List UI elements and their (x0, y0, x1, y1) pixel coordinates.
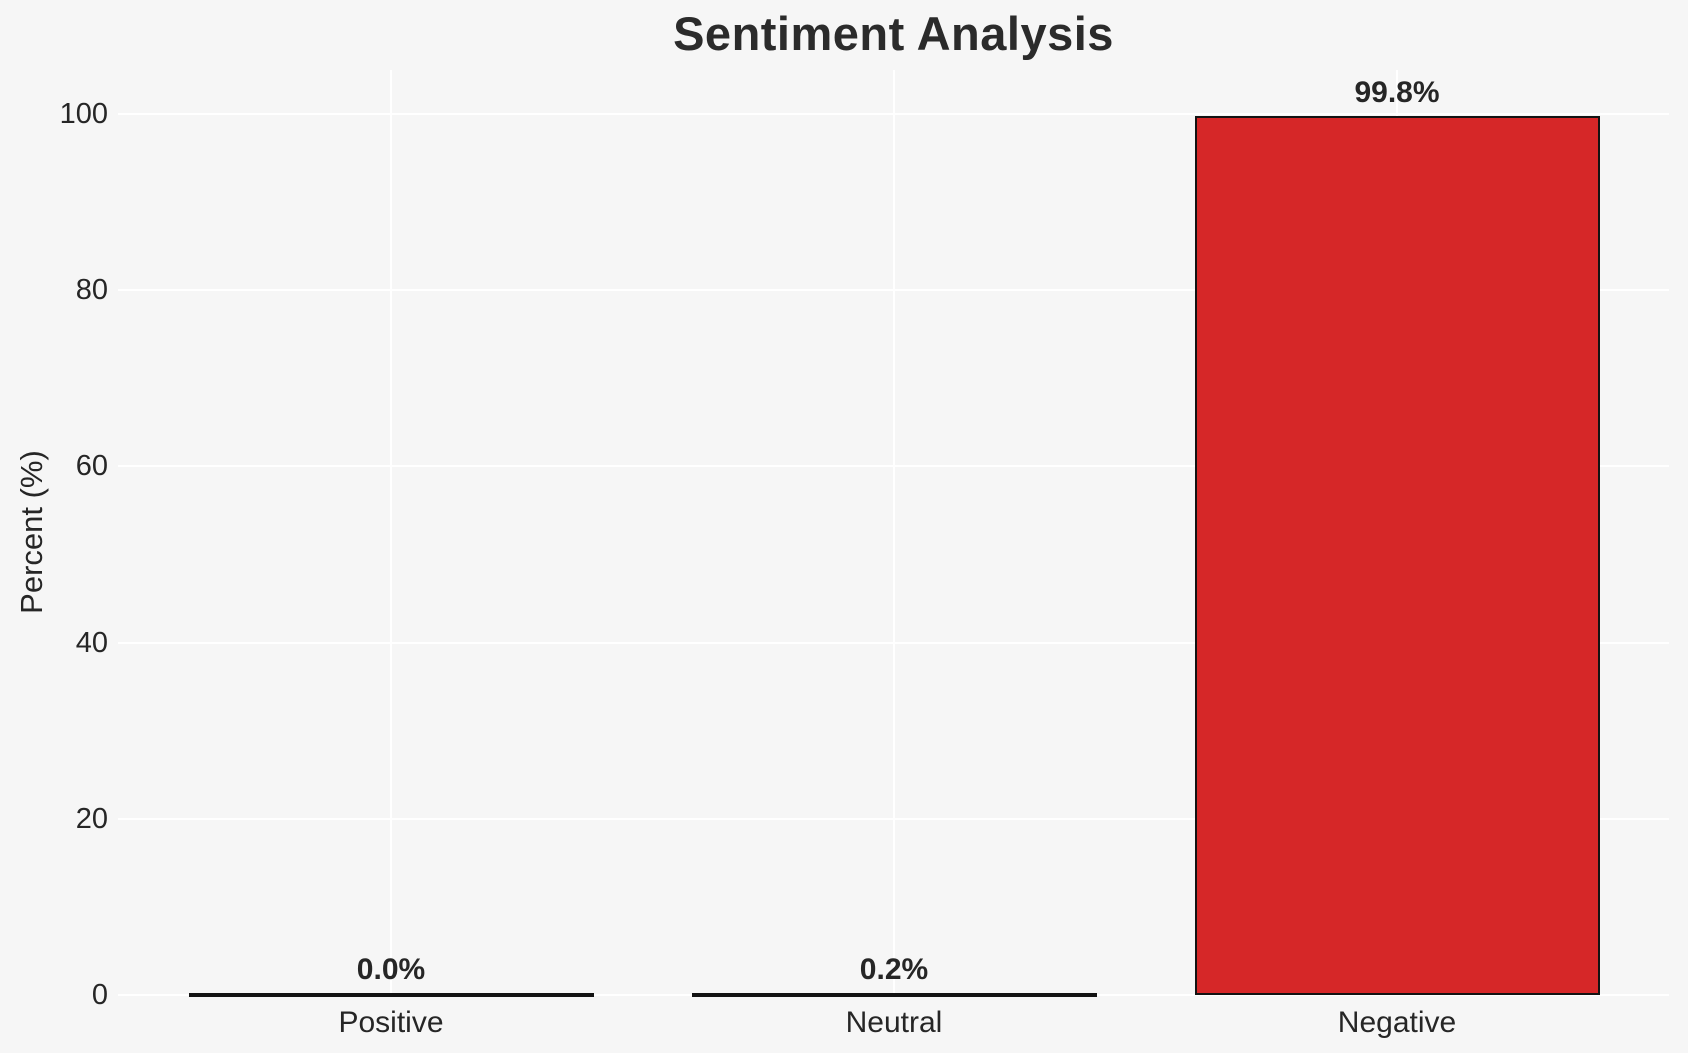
v-gridline-positive (390, 69, 392, 995)
bar-value-label-positive: 0.0% (356, 952, 426, 986)
y-tick-label-60: 60 (75, 450, 108, 483)
y-tick-label-20: 20 (75, 802, 108, 835)
v-gridline-neutral (893, 69, 895, 995)
x-tick-label-positive: Positive (338, 1006, 444, 1039)
bar-positive (188, 992, 594, 997)
x-tick-label-neutral: Neutral (845, 1006, 943, 1039)
y-tick-label-80: 80 (75, 274, 108, 307)
bar-neutral (691, 992, 1097, 997)
chart-title: Sentiment Analysis (673, 7, 1114, 60)
y-tick-label-0: 0 (91, 979, 108, 1011)
bar-negative (1194, 115, 1600, 995)
bar-value-label-neutral: 0.2% (859, 952, 929, 986)
y-tick-label-40: 40 (75, 626, 108, 659)
x-tick-label-negative: Negative (1337, 1006, 1457, 1039)
y-tick-label-100: 100 (59, 98, 108, 130)
bar-value-label-negative: 99.8% (1354, 75, 1440, 109)
